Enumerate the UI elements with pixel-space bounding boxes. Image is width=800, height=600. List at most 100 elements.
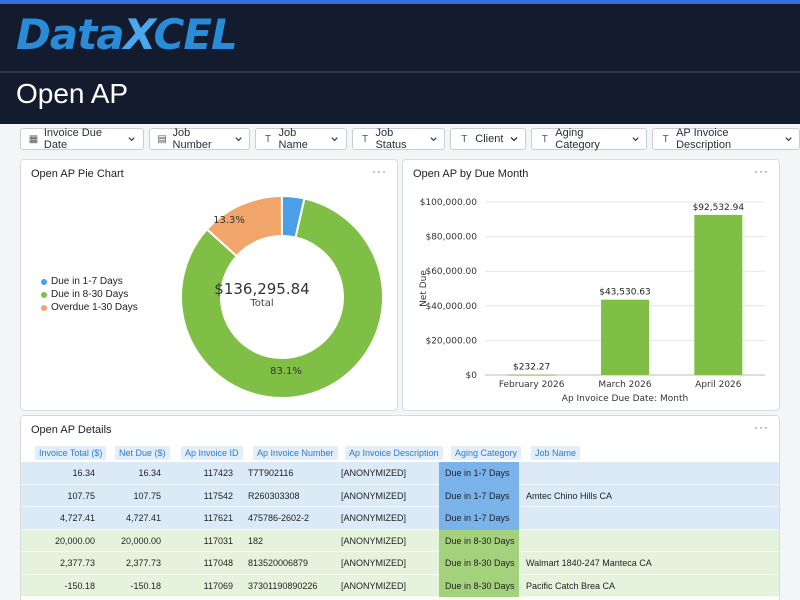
cell-desc: [ANONYMIZED]: [341, 490, 407, 501]
column-header[interactable]: Job Name: [531, 446, 581, 460]
filter-aging-category[interactable]: T Aging Category: [531, 127, 648, 151]
filter-label: Job Number: [172, 127, 212, 151]
text-icon: T: [265, 133, 272, 145]
cell-job: [526, 462, 756, 485]
filter-job-name[interactable]: T Job Name: [254, 127, 347, 151]
aging-highlight: [439, 484, 519, 507]
cell-number: 475786-2602-2: [248, 513, 310, 523]
column-header[interactable]: Invoice Total ($): [35, 446, 107, 460]
cell-total: 4,727.41: [59, 513, 95, 523]
legend-label: Overdue 1-30 Days: [51, 302, 138, 313]
filter-label: Job Status: [375, 127, 407, 151]
table-row[interactable]: 16.34 16.34 117423 T7T902116 [ANONYMIZED] Due…: [21, 462, 779, 485]
donut-slice-due-in-8-30-days[interactable]: [180, 197, 384, 399]
cell-desc: [ANONYMIZED]: [341, 535, 407, 546]
bar-card-menu-icon[interactable]: ···: [754, 164, 769, 178]
cell-total: 107.75: [67, 490, 95, 501]
filter-client[interactable]: T Client: [450, 128, 527, 150]
table-body: 16.34 16.34 117423 T7T902116 [ANONYMIZED] Due…: [21, 462, 779, 597]
cell-number: 813520006879: [248, 558, 309, 568]
cell-aging: Due in 1-7 Days: [445, 490, 510, 501]
table-header: Invoice Total ($) Net Due ($) Ap Invoice I…: [21, 442, 779, 462]
legend-label: Due in 1-7 Days: [51, 276, 123, 287]
y-tick-label: $0: [466, 371, 478, 381]
legend-dot: [41, 278, 47, 285]
cell-number: 37301190890226: [248, 580, 318, 591]
x-tick-label: March 2026: [598, 380, 651, 390]
column-header[interactable]: Ap Invoice Number: [253, 446, 338, 460]
chevron-down-icon: [632, 137, 639, 142]
cell-id: 117031: [203, 535, 233, 546]
number-icon: ▤: [157, 133, 167, 145]
filter-label: Client: [475, 133, 504, 145]
chevron-down-icon: [510, 137, 518, 142]
calendar-icon: ▦: [28, 133, 39, 145]
y-axis-label: Net Due: [419, 270, 429, 307]
pie-card-menu-icon[interactable]: ···: [372, 164, 387, 178]
column-header[interactable]: Ap Invoice ID: [181, 446, 243, 460]
cell-total: 20,000.00: [54, 535, 95, 546]
cell-number: 182: [248, 535, 264, 546]
page-title: Open AP: [16, 78, 129, 109]
column-header[interactable]: Net Due ($): [115, 446, 170, 460]
table-row[interactable]: -150.18 -150.18 117069 37301190890226 [ANONY…: [21, 574, 779, 597]
cell-job: [526, 530, 756, 553]
aging-highlight: [439, 507, 519, 530]
column-header[interactable]: Ap Invoice Description: [345, 446, 443, 460]
legend-item[interactable]: Due in 8-30 Days: [41, 288, 138, 301]
x-axis-label: Ap Invoice Due Date: Month: [562, 394, 688, 404]
cell-job: Amtec Chino Hills CA: [526, 490, 613, 501]
filter-label: Aging Category: [555, 127, 600, 151]
bar-chart: $0 $20,000.00 $40,000.00 $60,000.00 $80,000.…: [419, 198, 765, 404]
y-tick-label: $100,000.00: [420, 198, 478, 208]
table-row[interactable]: 20,000.00 20,000.00 117031 182 [ANONYMIZED] D…: [21, 529, 779, 553]
filter-job-status[interactable]: T Job Status: [351, 127, 446, 151]
text-icon: T: [662, 133, 669, 145]
legend-label: Due in 8-30 Days: [51, 289, 129, 300]
bar[interactable]: [694, 214, 743, 375]
filter-ap-invoice-description[interactable]: T AP Invoice Description: [652, 127, 800, 151]
filter-job-number[interactable]: ▤ Job Number: [148, 127, 250, 151]
aging-highlight: [439, 574, 519, 597]
bar[interactable]: [507, 374, 556, 376]
legend-item[interactable]: Due in 1-7 Days: [41, 275, 138, 288]
table-row[interactable]: 107.75 107.75 117542 R260303308 [ANONYMIZED]…: [21, 484, 779, 507]
legend-item[interactable]: Overdue 1-30 Days: [41, 301, 138, 314]
cell-id: 117423: [203, 468, 233, 478]
cell-net: 107.75: [133, 490, 161, 501]
cell-total: 2,377.73: [59, 558, 95, 568]
donut-slice-overdue-1-30-days[interactable]: [205, 194, 283, 258]
cell-net: 2,377.73: [125, 558, 161, 568]
filter-invoice-due-date[interactable]: ▦ Invoice Due Date: [20, 127, 144, 151]
y-tick-label: $40,000.00: [425, 302, 477, 312]
pie-chart-card: Open AP Pie Chart ··· Due in 1-7 Days Due…: [20, 159, 398, 411]
aging-highlight: [439, 462, 519, 485]
legend-dot: [41, 304, 47, 311]
donut-chart: $136,295.84 Total 13.3% 83.1%: [180, 194, 384, 399]
cell-job: Walmart 1840-247 Manteca CA: [526, 558, 652, 568]
donut-center-value: $136,295.84: [214, 280, 309, 298]
filter-bar: ▦ Invoice Due Date ▤ Job Number T Job Name T Jo…: [20, 127, 800, 151]
x-tick-label: February 2026: [499, 380, 565, 390]
cell-id: 117542: [203, 490, 233, 501]
cell-job: [526, 507, 756, 530]
cell-job: Pacific Catch Brea CA: [526, 580, 616, 591]
cell-net: 20,000.00: [120, 535, 161, 546]
table-row[interactable]: 2,377.73 2,377.73 117048 813520006879 [ANONY…: [21, 552, 779, 575]
chevron-down-icon: [234, 137, 242, 142]
aging-highlight: [439, 552, 519, 575]
cell-net: 4,727.41: [125, 513, 161, 523]
filter-label: AP Invoice Description: [676, 127, 732, 151]
column-header[interactable]: Aging Category: [451, 446, 522, 460]
bar-card-title: Open AP by Due Month: [413, 168, 529, 180]
cell-number: R260303308: [248, 490, 300, 501]
pie-card-title: Open AP Pie Chart: [31, 168, 124, 180]
cell-desc: [ANONYMIZED]: [341, 580, 407, 591]
bar[interactable]: [601, 299, 649, 375]
table-card-title: Open AP Details: [31, 424, 112, 436]
cell-id: 117621: [203, 513, 233, 523]
cell-aging: Due in 8-30 Days: [445, 535, 515, 546]
aging-highlight: [439, 529, 519, 552]
table-row[interactable]: 4,727.41 4,727.41 117621 475786-2602-2 [ANON…: [21, 507, 779, 530]
table-card-menu-icon[interactable]: ···: [754, 420, 769, 434]
